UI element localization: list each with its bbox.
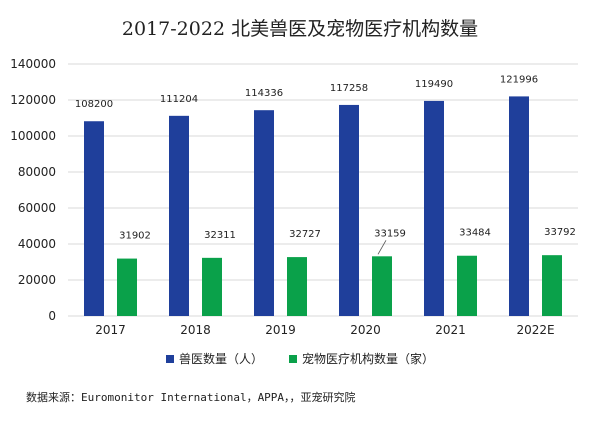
- x-tick-label: 2022E: [516, 323, 554, 337]
- bar-clinics: [202, 257, 222, 316]
- label-leader-line: [377, 240, 387, 255]
- x-axis-ticks: 2017 2018 2019 2020 2021 2022E: [95, 323, 554, 337]
- x-tick-label: 2018: [180, 323, 211, 337]
- source-note: 数据来源：Euromonitor International，APPA，，亚宠研…: [26, 391, 356, 404]
- data-label-vets: 121996: [500, 74, 538, 85]
- bar-clinics: [117, 258, 137, 316]
- data-label-vets: 114336: [245, 88, 283, 99]
- data-label-clinics: 33484: [459, 228, 491, 239]
- data-label-clinics: 32311: [204, 230, 236, 241]
- x-tick-label: 2019: [265, 323, 296, 337]
- legend: 兽医数量（人） 宠物医疗机构数量（家）: [0, 350, 600, 367]
- y-tick-label: 60000: [18, 201, 56, 215]
- bar-vets: [169, 115, 189, 317]
- y-axis-ticks: 0 20000 40000 60000 80000 100000 120000 140000: [10, 57, 56, 323]
- legend-swatch-clinics: [289, 354, 297, 363]
- bar-vets: [339, 104, 359, 316]
- data-label-clinics: 33792: [544, 227, 576, 238]
- y-tick-label: 20000: [18, 273, 56, 287]
- data-label-vets: 119490: [415, 79, 453, 90]
- chart-title: 2017-2022 北美兽医及宠物医疗机构数量: [121, 18, 479, 40]
- bar-clinics: [542, 255, 562, 316]
- legend-item-clinics: 宠物医疗机构数量（家）: [289, 350, 434, 367]
- legend-label-clinics: 宠物医疗机构数量（家）: [302, 352, 435, 366]
- data-label-clinics: 33159: [374, 228, 406, 239]
- legend-label-vets: 兽医数量（人）: [178, 352, 263, 366]
- legend-swatch-vets: [165, 354, 174, 363]
- bar-vets: [424, 100, 444, 316]
- x-tick-label: 2021: [435, 323, 466, 337]
- y-tick-label: 0: [48, 309, 56, 323]
- y-tick-label: 40000: [18, 237, 56, 251]
- bar-clinics: [372, 256, 392, 316]
- y-tick-label: 140000: [10, 57, 56, 71]
- y-tick-label: 80000: [18, 165, 56, 179]
- gridlines: [68, 63, 578, 317]
- data-label-clinics: 32727: [289, 229, 321, 240]
- y-tick-label: 100000: [10, 129, 56, 143]
- bar-vets: [254, 110, 274, 317]
- data-label-vets: 117258: [330, 83, 368, 94]
- data-label-vets: 108200: [75, 99, 113, 110]
- data-labels: 108200 31902 111204 32311 114336 32727 117258 3…: [75, 74, 576, 255]
- bar-vets: [84, 121, 104, 317]
- bars: [84, 96, 562, 317]
- x-tick-label: 2017: [95, 323, 126, 337]
- bar-clinics: [457, 255, 477, 316]
- x-tick-label: 2020: [350, 323, 381, 337]
- bar-clinics: [287, 257, 307, 316]
- y-tick-label: 120000: [10, 93, 56, 107]
- bar-vets: [509, 96, 529, 317]
- legend-item-vets: 兽医数量（人）: [165, 350, 263, 367]
- data-label-vets: 111204: [160, 94, 198, 105]
- data-label-clinics: 31902: [119, 231, 151, 242]
